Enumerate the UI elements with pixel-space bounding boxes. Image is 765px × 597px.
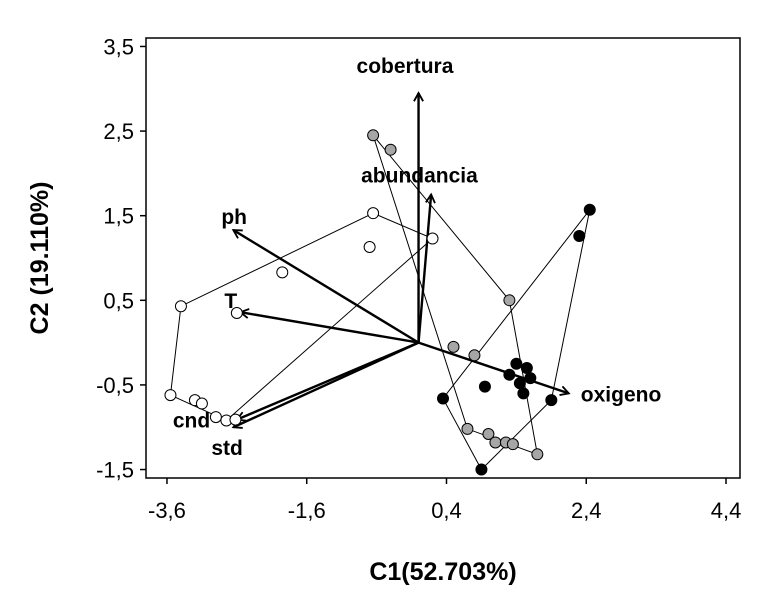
point-filled: [475, 463, 488, 476]
point-gray: [489, 436, 502, 449]
point-filled: [583, 203, 596, 216]
point-gray: [447, 340, 460, 353]
point-open: [363, 241, 376, 253]
point-filled: [503, 368, 516, 381]
point-filled: [520, 362, 533, 374]
point-gray: [531, 448, 544, 461]
y-tick-label: 2,5: [103, 119, 134, 144]
x-tick-label: 2,4: [571, 498, 602, 523]
vector-label-ph: ph: [221, 206, 247, 229]
vector-std: [233, 341, 420, 428]
vector-abundancia: [417, 195, 432, 343]
x-tick-label: -3,6: [148, 498, 186, 523]
point-open: [174, 300, 187, 313]
y-axis-title: C2 (19.110%): [26, 182, 54, 335]
y-tick-label: 3,5: [103, 34, 134, 59]
point-gray: [384, 143, 397, 156]
point-open: [367, 207, 380, 220]
point-open: [209, 411, 222, 424]
point-open: [229, 413, 242, 426]
point-filled: [510, 357, 523, 370]
point-filled: [573, 230, 586, 242]
point-open: [276, 266, 289, 279]
point-filled: [524, 372, 537, 385]
plot-area: [145, 37, 741, 479]
vector-label-oxigeno: oxigeno: [581, 383, 662, 406]
y-tick-label: 1,5: [103, 204, 134, 229]
point-filled: [478, 380, 491, 393]
x-tick-label: 4,4: [711, 498, 742, 523]
vector-T: [240, 312, 419, 344]
x-axis-title: C1(52.703%): [369, 558, 516, 586]
vector-label-cnd: cnd: [173, 410, 210, 433]
point-gray: [482, 428, 495, 440]
point-filled: [517, 387, 530, 400]
x-tick-label: -1,6: [288, 498, 326, 523]
point-open: [164, 389, 177, 402]
y-tick-label: -0,5: [96, 373, 134, 398]
point-gray: [468, 349, 481, 362]
point-open: [195, 397, 208, 410]
vector-oxigeno: [418, 341, 569, 394]
point-gray: [503, 294, 516, 307]
point-open: [426, 232, 439, 245]
vector-label-T: T: [224, 290, 237, 313]
vector-ph: [233, 229, 420, 344]
point-filled: [513, 377, 526, 390]
point-gray: [506, 438, 519, 451]
point-open: [230, 307, 243, 319]
vector-label-abundancia: abundancia: [361, 165, 478, 188]
environment-vectors: [233, 93, 568, 427]
sample-points: [164, 129, 596, 476]
y-tick-label: 0,5: [103, 288, 134, 313]
y-tick-label: -1,5: [96, 458, 134, 483]
point-gray: [367, 129, 380, 142]
point-gray: [461, 422, 474, 435]
x-tick-label: 0,4: [431, 498, 462, 523]
vector-label-std: std: [211, 437, 243, 460]
vector-label-cobertura: cobertura: [357, 55, 454, 78]
point-filled: [545, 394, 558, 407]
axis-ticks: -3,6 -1,6 0,4 2,4 4,4 -1,5 -0,5 0,5 1,5 2,5 3,5: [96, 34, 741, 523]
point-filled: [437, 392, 449, 405]
